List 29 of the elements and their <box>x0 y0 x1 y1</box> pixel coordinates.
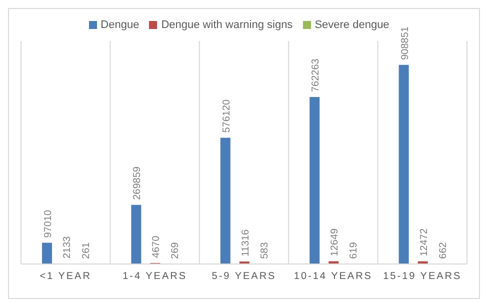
bar <box>220 138 230 264</box>
data-label: 12472 <box>418 228 430 256</box>
data-label: 269 <box>170 242 182 259</box>
legend-label: Dengue <box>100 19 140 31</box>
x-tick-label: <1 YEAR <box>40 271 92 282</box>
data-label: 662 <box>438 242 449 259</box>
data-label: 619 <box>348 242 360 259</box>
data-label: 97010 <box>43 210 54 238</box>
x-tick-label: 10-14 YEARS <box>294 271 372 282</box>
x-tick-label: 15-19 YEARS <box>383 271 462 282</box>
legend-label: Dengue with warning signs <box>161 19 293 31</box>
x-tick-label: 1-4 YEARS <box>122 271 188 282</box>
data-label: 261 <box>81 242 92 259</box>
data-label: 762263 <box>310 58 322 92</box>
data-label: 576120 <box>221 98 232 133</box>
x-tick-label: 5-9 YEARS <box>212 271 276 282</box>
data-label: 4670 <box>151 235 162 258</box>
legend-label: Severe dengue <box>314 19 390 31</box>
data-label: 908851 <box>400 26 411 60</box>
bar <box>398 64 409 264</box>
data-label: 269859 <box>132 166 144 200</box>
data-label: 11316 <box>240 229 252 257</box>
bar <box>328 261 339 264</box>
data-label: 583 <box>259 242 270 259</box>
bar <box>131 204 142 264</box>
data-label: 2133 <box>62 236 73 259</box>
bar <box>42 242 52 264</box>
bar <box>310 97 320 264</box>
data-label: 12649 <box>330 228 341 256</box>
